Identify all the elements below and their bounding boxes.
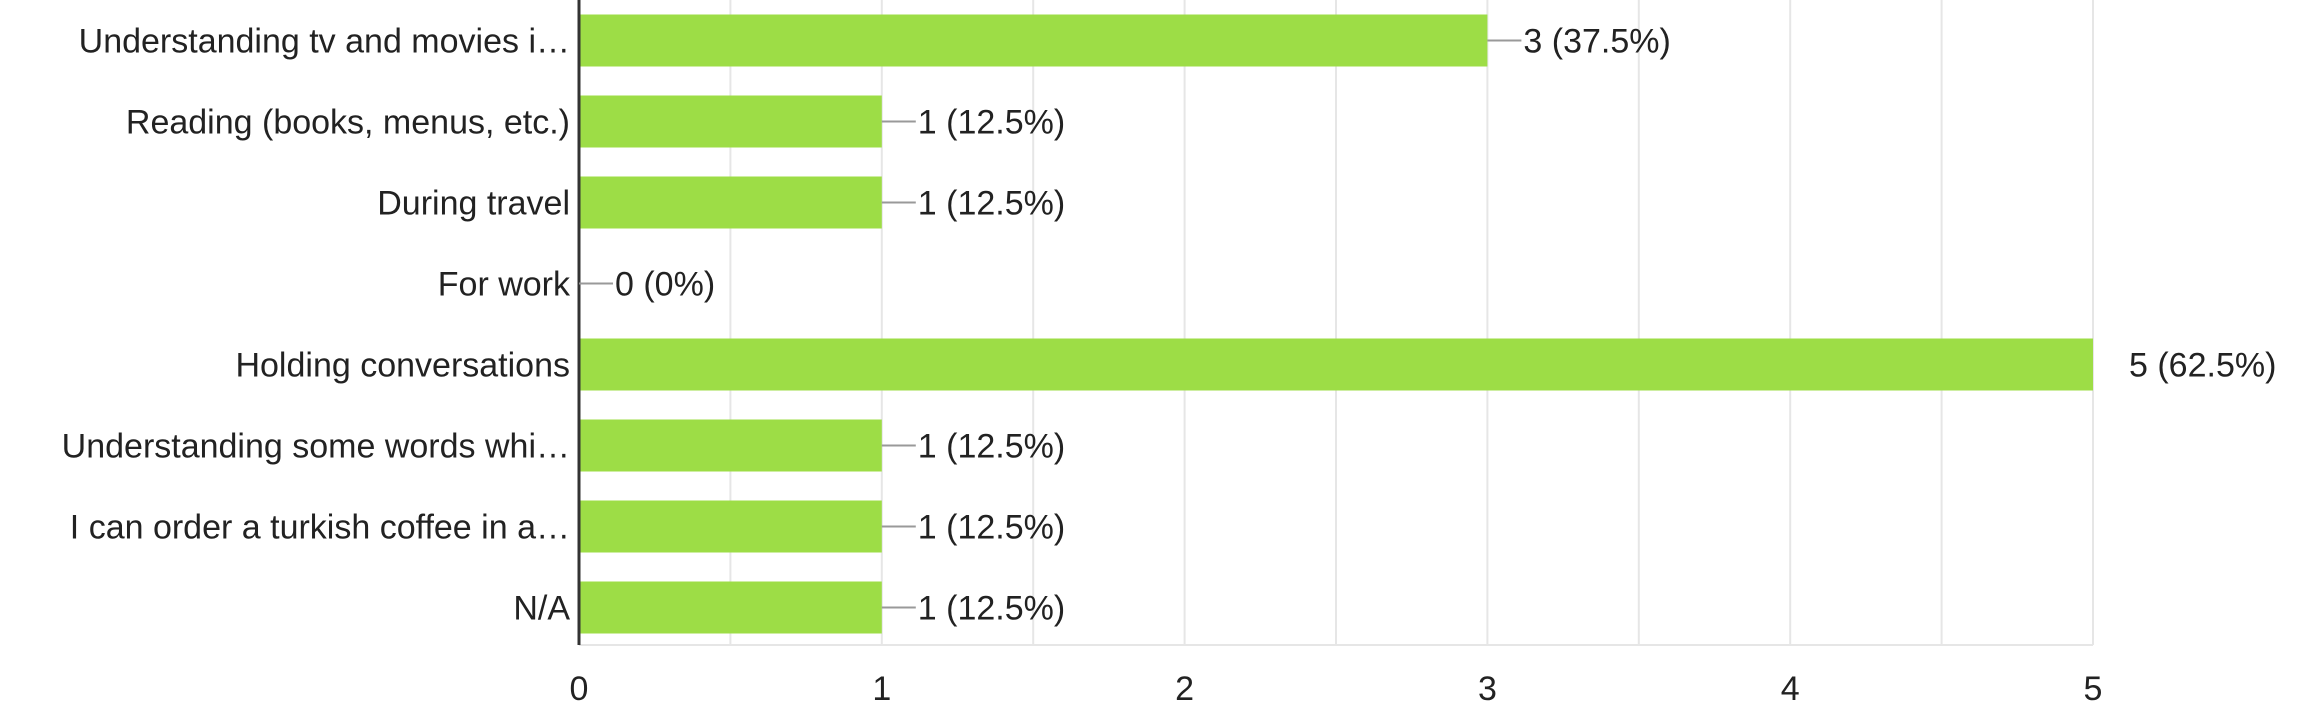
x-tick-label: 0 (570, 670, 589, 708)
category-label: Reading (books, menus, etc.) (126, 104, 570, 142)
category-label: During travel (377, 185, 570, 223)
x-tick-label: 3 (1478, 670, 1497, 708)
labels: 0 1 2 3 4 5 Understanding tv and movies i… 3 (3… (62, 23, 2277, 709)
x-tick-label: 1 (872, 670, 891, 708)
data-label: 1 (12.5%) (918, 428, 1065, 466)
data-label: 1 (12.5%) (918, 185, 1065, 223)
bar (579, 14, 1488, 67)
gridlines (729, 0, 2094, 645)
category-label: N/A (513, 590, 570, 628)
x-tick-label: 2 (1175, 670, 1194, 708)
data-label: 1 (12.5%) (918, 590, 1065, 628)
category-label: Holding conversations (235, 347, 570, 385)
axes (577, 0, 2093, 646)
data-label: 1 (12.5%) (918, 104, 1065, 142)
category-label: Understanding some words whi… (62, 428, 570, 466)
category-label: I can order a turkish coffee in a… (70, 509, 570, 547)
bar (579, 176, 882, 229)
category-label: For work (438, 266, 571, 304)
x-tick-label: 4 (1781, 670, 1800, 708)
data-label: 5 (62.5%) (2129, 347, 2276, 385)
bars (579, 14, 2093, 634)
data-label: 3 (37.5%) (1523, 23, 1670, 61)
data-label: 1 (12.5%) (918, 509, 1065, 547)
bar (579, 338, 2093, 391)
bar (579, 500, 882, 553)
x-tick-label: 5 (2084, 670, 2103, 708)
bar (579, 419, 882, 472)
category-label: Understanding tv and movies i… (79, 23, 570, 61)
data-label: 0 (0%) (615, 266, 715, 304)
bar (579, 95, 882, 148)
bar (579, 581, 882, 634)
